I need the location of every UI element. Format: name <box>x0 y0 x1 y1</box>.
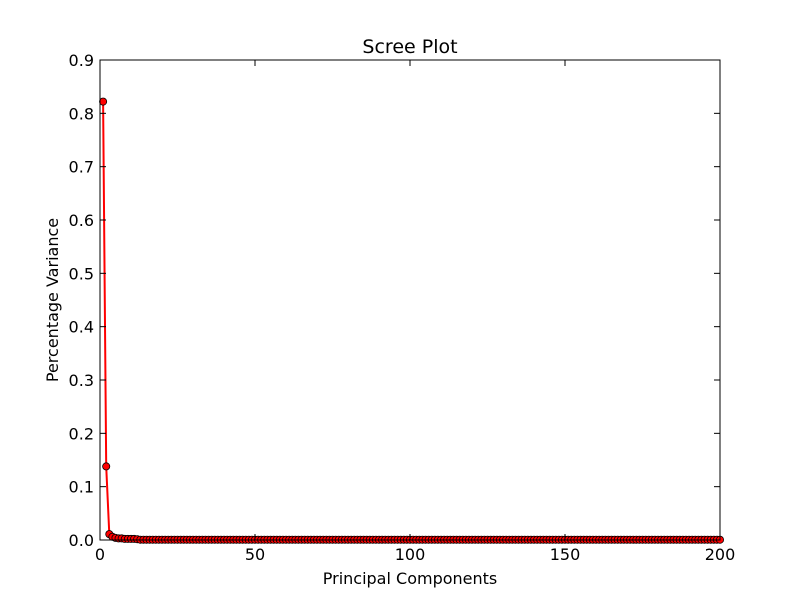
x-tick-label: 200 <box>705 545 736 564</box>
y-tick-label: 0.6 <box>69 211 94 230</box>
y-tick-label: 0.2 <box>69 424 94 443</box>
axis-ticks: 0 50 100 150 200 0.0 0.1 0.2 0.3 0.4 0.5 0.6 0.7 0.8 0… <box>69 51 736 564</box>
y-tick-label: 0.8 <box>69 104 94 123</box>
y-tick-label: 0.9 <box>69 51 94 70</box>
y-tick-label: 0.3 <box>69 371 94 390</box>
x-tick-label: 100 <box>395 545 426 564</box>
y-tick-label: 0.4 <box>69 318 94 337</box>
y-tick-label: 0.5 <box>69 264 94 283</box>
data-point <box>99 97 108 106</box>
y-tick-label: 0.0 <box>69 531 94 550</box>
x-tick-label: 150 <box>550 545 581 564</box>
chart-title: Scree Plot <box>362 36 457 58</box>
y-axis-label: Percentage Variance <box>43 218 62 382</box>
data-point <box>102 462 111 471</box>
x-tick-label: 50 <box>245 545 265 564</box>
x-tick-label: 0 <box>95 545 105 564</box>
y-tick-label: 0.1 <box>69 478 94 497</box>
y-tick-label: 0.7 <box>69 158 94 177</box>
x-axis-label: Principal Components <box>323 569 498 588</box>
